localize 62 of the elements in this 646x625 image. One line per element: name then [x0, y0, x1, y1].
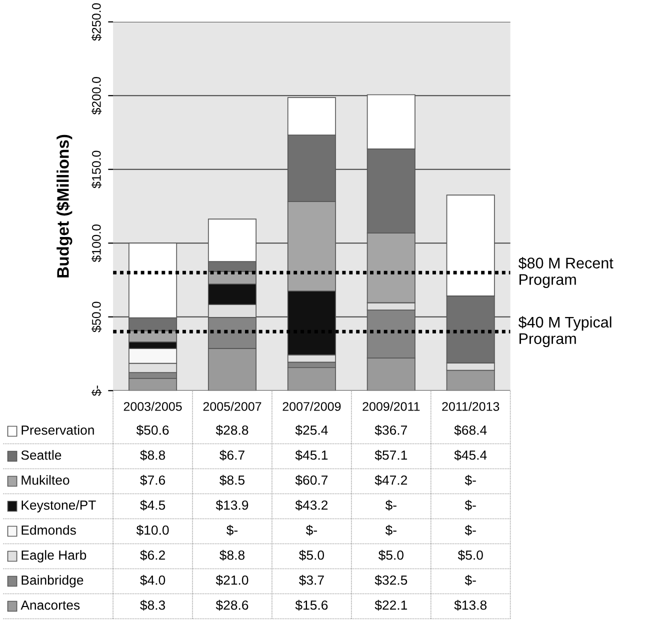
data-label: $8.8: [220, 550, 245, 561]
data-label: $45.1: [295, 450, 328, 461]
data-label: $36.7: [374, 424, 407, 436]
legend-label: Keystone/PT: [22, 500, 96, 512]
data-label: $-: [226, 524, 238, 536]
legend-label: Preservation: [22, 425, 94, 435]
data-label: $28.8: [216, 424, 248, 436]
data-label: $43.2: [295, 500, 328, 511]
data-label: $13.9: [216, 500, 248, 511]
data-label: $-: [464, 524, 476, 536]
data-label: $8.5: [220, 474, 245, 486]
x-tick-label: 2009/2011: [362, 402, 420, 411]
data-label: $5.0: [299, 550, 324, 561]
data-label: $8.3: [140, 600, 166, 611]
ref-line-label: $80 M Recent Program: [518, 257, 614, 288]
data-label: $60.7: [295, 474, 328, 486]
data-label: $15.6: [295, 600, 328, 611]
data-label: $5.0: [458, 550, 483, 561]
data-label: $4.5: [140, 500, 166, 511]
y-tick-label: $50.0: [91, 302, 102, 332]
data-label: $8.8: [140, 450, 166, 461]
x-tick-label: 2005/2007: [203, 402, 262, 411]
data-label: $-: [464, 574, 476, 586]
legend-label: Eagle Harb: [22, 550, 86, 562]
data-label: $-: [306, 524, 317, 536]
y-tick-label: $250.0: [91, 3, 102, 41]
data-label: $6.7: [220, 450, 244, 461]
data-label: $45.4: [454, 450, 487, 461]
data-label: $10.0: [136, 524, 169, 536]
data-label: $7.6: [140, 474, 166, 486]
legend-label: Mukilteo: [22, 475, 70, 485]
legend-label: Bainbridge: [22, 575, 84, 588]
y-tick-label: $-: [91, 386, 102, 396]
y-tick-label: $200.0: [91, 76, 102, 115]
data-label: $57.1: [374, 450, 408, 461]
legend-label: Edmonds: [22, 525, 76, 535]
x-tick-label: 2003/2005: [124, 402, 182, 411]
data-label: $32.5: [374, 574, 408, 586]
y-tick-label: $150.0: [91, 150, 102, 188]
data-label: $28.6: [216, 600, 248, 611]
data-label: $68.4: [454, 424, 487, 436]
data-label: $-: [385, 524, 396, 536]
y-axis-title: Budget ($Millions): [56, 134, 72, 278]
legend-label: Seattle: [21, 450, 62, 460]
data-label: $-: [464, 500, 476, 511]
ref-line-label: $40 M Typical Program: [518, 316, 612, 348]
data-label: $13.8: [454, 600, 487, 611]
data-label: $-: [385, 500, 396, 511]
data-label: $6.2: [140, 550, 165, 561]
x-tick-label: 2007/2009: [282, 402, 341, 411]
data-label: $-: [464, 474, 476, 486]
data-label: $25.4: [295, 424, 328, 436]
data-label: $50.6: [136, 424, 169, 436]
data-label: $4.0: [140, 574, 166, 586]
y-tick-label: $100.0: [91, 224, 102, 262]
data-label: $21.0: [216, 574, 248, 586]
legend-label: Anacortes: [20, 600, 80, 610]
data-label: $22.1: [374, 600, 408, 611]
data-label: $3.7: [299, 574, 324, 586]
data-label: $47.2: [374, 474, 407, 486]
data-label: $5.0: [378, 550, 404, 561]
x-tick-label: 2011/2013: [442, 402, 500, 411]
